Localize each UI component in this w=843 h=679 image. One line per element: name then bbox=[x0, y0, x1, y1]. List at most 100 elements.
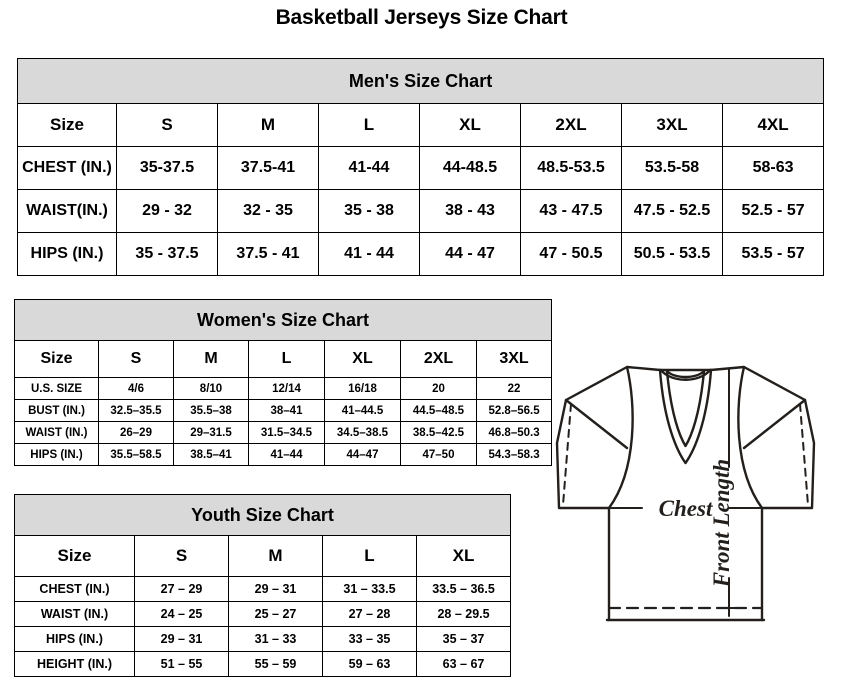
womens-bust-xl: 41–44.5 bbox=[324, 399, 401, 422]
mens-column-header-3xl: 3XL bbox=[621, 103, 723, 147]
mens-row-label-chest: CHEST (IN.) bbox=[17, 146, 117, 190]
womens-hips-2xl: 47–50 bbox=[400, 443, 477, 466]
mens-hips-2xl: 47 - 50.5 bbox=[520, 232, 622, 276]
womens-hips-s: 35.5–58.5 bbox=[98, 443, 174, 466]
womens-waist-xl: 34.5–38.5 bbox=[324, 421, 401, 444]
youth-hips-m: 31 – 33 bbox=[228, 626, 323, 652]
womens-caption-row: Women's Size Chart bbox=[13, 299, 553, 341]
mens-row-label-waist: WAIST(IN.) bbox=[17, 189, 117, 233]
womens-row-label-hips: HIPS (IN.) bbox=[14, 443, 99, 466]
womens-hips-m: 38.5–41 bbox=[173, 443, 249, 466]
mens-column-header-size: Size bbox=[17, 103, 117, 147]
table-row: BUST (IN.) 32.5–35.5 35.5–38 38–41 41–44… bbox=[14, 399, 553, 422]
womens-column-header-3xl: 3XL bbox=[475, 340, 553, 378]
youth-chest-m: 29 – 31 bbox=[228, 576, 323, 602]
youth-height-s: 51 – 55 bbox=[134, 651, 229, 677]
table-row: CHEST (IN.) 27 – 29 29 – 31 31 – 33.5 33… bbox=[14, 576, 512, 602]
youth-row-label-waist: WAIST (IN.) bbox=[14, 601, 135, 627]
mens-hips-4xl: 53.5 - 57 bbox=[721, 232, 825, 276]
youth-height-m: 55 – 59 bbox=[228, 651, 323, 677]
mens-chest-m: 37.5-41 bbox=[217, 146, 319, 190]
womens-column-header-size: Size bbox=[14, 340, 99, 378]
mens-row-label-hips: HIPS (IN.) bbox=[17, 232, 117, 276]
womens-row-label-bust: BUST (IN.) bbox=[14, 399, 99, 422]
womens-us-size-s: 4/6 bbox=[98, 377, 174, 400]
mens-hips-s: 35 - 37.5 bbox=[116, 232, 218, 276]
mens-chest-4xl: 58-63 bbox=[721, 146, 825, 190]
mens-waist-xl: 38 - 43 bbox=[419, 189, 521, 233]
youth-row-label-height: HEIGHT (IN.) bbox=[14, 651, 135, 677]
womens-bust-s: 32.5–35.5 bbox=[98, 399, 174, 422]
womens-hips-3xl: 54.3–58.3 bbox=[475, 443, 553, 466]
womens-waist-s: 26–29 bbox=[98, 421, 174, 444]
table-row: WAIST (IN.) 24 – 25 25 – 27 27 – 28 28 –… bbox=[14, 601, 512, 627]
youth-column-header-l: L bbox=[322, 535, 417, 577]
womens-bust-m: 35.5–38 bbox=[173, 399, 249, 422]
youth-hips-xl: 35 – 37 bbox=[415, 626, 512, 652]
mens-hips-l: 41 - 44 bbox=[318, 232, 420, 276]
youth-size-chart-table: Youth Size Chart Size S M L XL CHEST (IN… bbox=[13, 494, 512, 677]
womens-bust-2xl: 44.5–48.5 bbox=[400, 399, 477, 422]
womens-waist-l: 31.5–34.5 bbox=[248, 421, 325, 444]
mens-chest-s: 35-37.5 bbox=[116, 146, 218, 190]
mens-waist-s: 29 - 32 bbox=[116, 189, 218, 233]
left-sleeve-outline bbox=[555, 398, 629, 510]
mens-waist-l: 35 - 38 bbox=[318, 189, 420, 233]
youth-row-label-chest: CHEST (IN.) bbox=[14, 576, 135, 602]
mens-hips-m: 37.5 - 41 bbox=[217, 232, 319, 276]
mens-hips-3xl: 50.5 - 53.5 bbox=[621, 232, 723, 276]
womens-us-size-l: 12/14 bbox=[248, 377, 325, 400]
table-row: HEIGHT (IN.) 51 – 55 55 – 59 59 – 63 63 … bbox=[14, 651, 512, 677]
collar-band-arc-outer bbox=[659, 368, 712, 381]
right-armhole-seam bbox=[737, 365, 764, 510]
neckline-outer bbox=[658, 368, 713, 465]
youth-waist-l: 27 – 28 bbox=[322, 601, 417, 627]
youth-waist-s: 24 – 25 bbox=[134, 601, 229, 627]
left-sleeve-hem-dash bbox=[562, 403, 572, 506]
womens-us-size-m: 8/10 bbox=[173, 377, 249, 400]
table-row: WAIST(IN.) 29 - 32 32 - 35 35 - 38 38 - … bbox=[17, 189, 825, 233]
neckline-mid bbox=[665, 369, 706, 448]
mens-column-header-xl: XL bbox=[419, 103, 521, 147]
womens-column-header-2xl: 2XL bbox=[400, 340, 477, 378]
front-length-measurement-label: Front Length bbox=[709, 459, 734, 588]
youth-chest-l: 31 – 33.5 bbox=[322, 576, 417, 602]
mens-chest-2xl: 48.5-53.5 bbox=[520, 146, 622, 190]
table-row: HIPS (IN.) 35 - 37.5 37.5 - 41 41 - 44 4… bbox=[17, 232, 825, 276]
mens-waist-3xl: 47.5 - 52.5 bbox=[621, 189, 723, 233]
youth-waist-xl: 28 – 29.5 bbox=[415, 601, 512, 627]
youth-height-xl: 63 – 67 bbox=[415, 651, 512, 677]
mens-waist-m: 32 - 35 bbox=[217, 189, 319, 233]
mens-chest-3xl: 53.5-58 bbox=[621, 146, 723, 190]
womens-size-chart-table: Women's Size Chart Size S M L XL 2XL 3XL… bbox=[13, 299, 553, 466]
womens-column-header-m: M bbox=[173, 340, 249, 378]
womens-hips-l: 41–44 bbox=[248, 443, 325, 466]
left-armhole-seam bbox=[607, 365, 634, 510]
womens-us-size-xl: 16/18 bbox=[324, 377, 401, 400]
womens-column-header-l: L bbox=[248, 340, 325, 378]
youth-row-label-hips: HIPS (IN.) bbox=[14, 626, 135, 652]
womens-us-size-2xl: 20 bbox=[400, 377, 477, 400]
womens-waist-m: 29–31.5 bbox=[173, 421, 249, 444]
youth-column-header-m: M bbox=[228, 535, 323, 577]
mens-size-chart-table: Men's Size Chart Size S M L XL 2XL 3XL 4… bbox=[16, 58, 825, 276]
mens-chest-xl: 44-48.5 bbox=[419, 146, 521, 190]
youth-waist-m: 25 – 27 bbox=[228, 601, 323, 627]
table-row: HIPS (IN.) 29 – 31 31 – 33 33 – 35 35 – … bbox=[14, 626, 512, 652]
jersey-measurement-diagram: Chest Front Length bbox=[533, 345, 838, 670]
womens-chart-caption: Women's Size Chart bbox=[13, 299, 553, 341]
womens-column-header-xl: XL bbox=[324, 340, 401, 378]
left-shoulder-outline bbox=[564, 365, 662, 402]
chest-measurement-label: Chest bbox=[659, 496, 713, 521]
right-sleeve-outline bbox=[742, 398, 816, 510]
youth-hips-s: 29 – 31 bbox=[134, 626, 229, 652]
mens-column-header-s: S bbox=[116, 103, 218, 147]
table-row: U.S. SIZE 4/6 8/10 12/14 16/18 20 22 bbox=[14, 377, 553, 400]
womens-bust-3xl: 52.8–56.5 bbox=[475, 399, 553, 422]
mens-column-header-2xl: 2XL bbox=[520, 103, 622, 147]
mens-column-header-l: L bbox=[318, 103, 420, 147]
mens-column-header-m: M bbox=[217, 103, 319, 147]
collar-band-arc-inner bbox=[665, 369, 706, 379]
table-row: WAIST (IN.) 26–29 29–31.5 31.5–34.5 34.5… bbox=[14, 421, 553, 444]
womens-header-row: Size S M L XL 2XL 3XL bbox=[14, 340, 553, 378]
